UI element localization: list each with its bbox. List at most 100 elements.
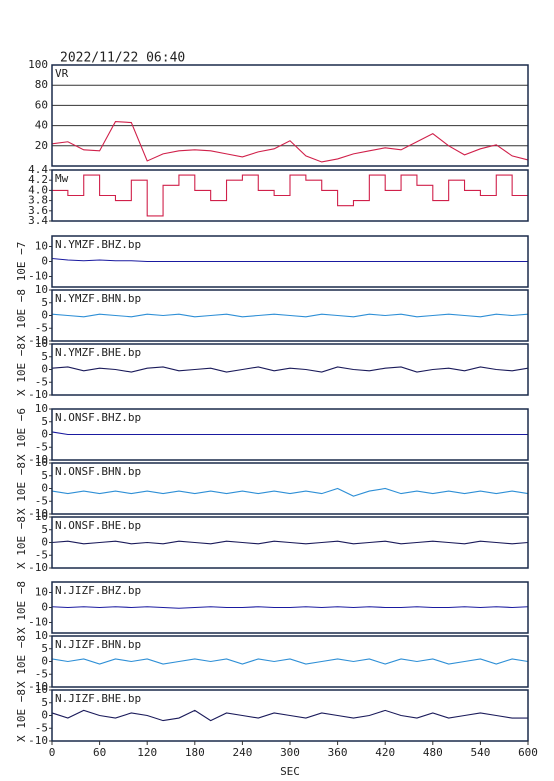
- panel-label: N.YMZF.BHE.bp: [55, 346, 141, 359]
- y-tick-label: 3.8: [28, 194, 48, 207]
- y-tick-label: 60: [35, 98, 48, 111]
- y-tick-label: 10: [35, 586, 48, 599]
- panel-frame: [51, 235, 529, 288]
- data-line: [51, 257, 528, 263]
- data-line: [51, 431, 528, 436]
- y-tick-label: 5: [41, 696, 48, 709]
- y-tick-label: 10: [35, 337, 48, 350]
- y-tick-label: -5: [35, 375, 48, 388]
- y-tick-label: 10: [35, 510, 48, 523]
- panel-label: N.JIZF.BHE.bp: [55, 692, 141, 705]
- panel-frame: [51, 343, 529, 396]
- panel-frame: [51, 462, 529, 515]
- y-tick-label: 3.4: [28, 214, 48, 227]
- data-line: [51, 313, 529, 318]
- unit-label: X 10E −8: [15, 516, 28, 569]
- panel-label: N.JIZF.BHZ.bp: [55, 584, 141, 597]
- y-tick-label: -10: [28, 616, 48, 629]
- y-tick-label: 0: [41, 482, 48, 495]
- y-tick-label: 4.0: [28, 183, 48, 196]
- y-tick-label: 0: [41, 309, 48, 322]
- y-tick-label: 10: [35, 283, 48, 296]
- x-tick-label: 300: [280, 746, 300, 759]
- panel-frame: [51, 516, 529, 569]
- data-line: [51, 709, 528, 722]
- panel-frame: [51, 635, 529, 688]
- y-tick-label: -5: [35, 321, 48, 334]
- x-tick-label: 480: [423, 746, 443, 759]
- panel-frame: [51, 408, 529, 461]
- y-tick-label: 3.6: [28, 204, 48, 217]
- panel-label: N.YMZF.BHN.bp: [55, 292, 141, 305]
- y-tick-label: -10: [28, 507, 48, 520]
- panel-label: N.ONSF.BHZ.bp: [55, 411, 141, 424]
- y-tick-label: 4.2: [28, 173, 48, 186]
- y-tick-label: 0: [41, 601, 48, 614]
- y-tick-label: 0: [41, 709, 48, 722]
- data-line: [51, 366, 529, 373]
- y-tick-label: 10: [35, 629, 48, 642]
- panel-label: N.ONSF.BHE.bp: [55, 519, 141, 532]
- unit-label: X 10E −8: [15, 581, 28, 634]
- y-tick-label: 10: [35, 402, 48, 415]
- x-tick-label: 540: [470, 746, 490, 759]
- y-tick-label: 0: [41, 428, 48, 441]
- y-tick-label: -5: [35, 494, 48, 507]
- x-tick-label: 600: [518, 746, 538, 759]
- y-tick-label: -5: [35, 548, 48, 561]
- y-tick-label: -10: [28, 453, 48, 466]
- y-tick-label: -5: [35, 721, 48, 734]
- y-tick-label: 0: [41, 536, 48, 549]
- y-tick-label: 5: [41, 350, 48, 363]
- panel-frame: [51, 64, 529, 167]
- data-line: [51, 487, 529, 497]
- panel-label: N.YMZF.BHZ.bp: [55, 238, 141, 251]
- y-tick-label: -10: [28, 270, 48, 283]
- data-line: [51, 120, 529, 163]
- y-tick-label: 0: [41, 363, 48, 376]
- y-tick-label: 5: [41, 415, 48, 428]
- panel-label: Mw: [55, 172, 69, 185]
- y-tick-label: 5: [41, 469, 48, 482]
- unit-label: 10E −7: [15, 242, 28, 282]
- chart-title: 2022/11/22 06:40: [60, 51, 185, 66]
- unit-label: X 10E −8: [15, 343, 28, 396]
- data-line: [51, 606, 529, 609]
- panel-frame: [51, 581, 529, 634]
- x-tick-label: 420: [375, 746, 395, 759]
- unit-label: X 10E −8: [15, 689, 28, 742]
- panel-frame: [51, 169, 529, 222]
- x-tick-label: 360: [328, 746, 348, 759]
- y-tick-label: 0: [41, 255, 48, 268]
- y-tick-label: 5: [41, 296, 48, 309]
- unit-label: X 10E −6: [15, 408, 28, 461]
- y-tick-label: 0: [41, 655, 48, 668]
- x-axis-title: SEC: [280, 765, 300, 778]
- data-line: [52, 174, 528, 217]
- y-tick-label: -5: [35, 667, 48, 680]
- y-tick-label: 10: [35, 683, 48, 696]
- data-line: [51, 658, 529, 665]
- y-tick-label: 100: [28, 58, 48, 71]
- x-tick-label: 240: [232, 746, 252, 759]
- y-tick-label: -10: [28, 680, 48, 693]
- unit-label: X 10E −8: [15, 289, 28, 342]
- y-tick-label: -10: [28, 388, 48, 401]
- y-tick-label: 10: [35, 456, 48, 469]
- y-tick-label: 10: [35, 240, 48, 253]
- y-tick-label: 4.4: [28, 163, 48, 176]
- data-line: [51, 540, 529, 545]
- x-tick-label: 0: [49, 746, 56, 759]
- x-tick-label: 120: [137, 746, 157, 759]
- unit-label: X 10E −8: [15, 635, 28, 688]
- y-tick-label: 40: [35, 119, 48, 132]
- y-tick-label: -10: [28, 334, 48, 347]
- y-tick-label: -5: [35, 440, 48, 453]
- y-tick-label: -10: [28, 734, 48, 747]
- x-tick-label: 180: [185, 746, 205, 759]
- panel-frame: [51, 289, 529, 342]
- y-tick-label: 5: [41, 523, 48, 536]
- y-tick-label: 80: [35, 78, 48, 91]
